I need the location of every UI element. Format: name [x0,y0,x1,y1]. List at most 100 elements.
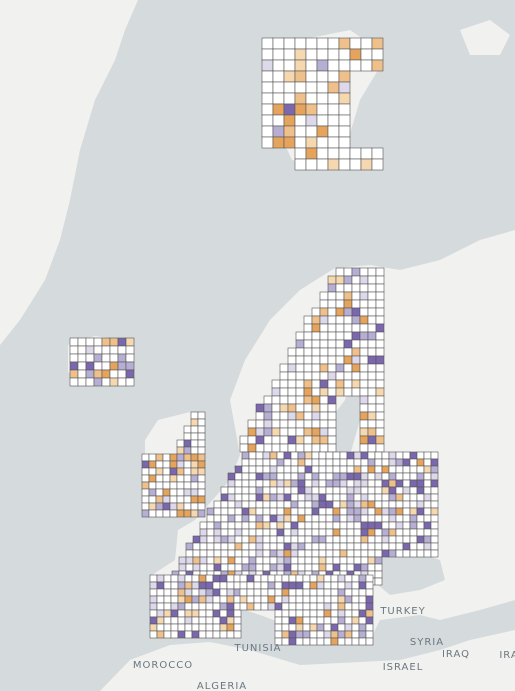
grid-cell [141,467,150,476]
grid-cell [371,59,384,72]
grid-cell [416,451,425,460]
grid-cell [305,81,318,94]
grid-cell [69,345,79,355]
grid-cell [269,486,278,495]
grid-cell [319,355,329,365]
grid-cell [297,528,306,537]
grid-cell [184,623,193,632]
grid-cell [303,387,313,397]
grid-cell [295,379,305,389]
grid-cell [365,630,374,639]
grid-cell [338,37,351,50]
grid-cell [358,637,367,646]
grid-cell [156,616,165,625]
grid-cell [359,315,369,325]
grid-cell [305,114,318,127]
grid-cell [234,507,243,516]
grid-cell [295,363,305,373]
grid-cell [226,616,235,625]
grid-cell [190,432,199,441]
grid-cell [279,371,289,381]
grid-cell [316,59,329,72]
grid-cell [276,563,285,572]
grid-cell [283,103,296,116]
grid-cell [297,563,306,572]
grid-cell [359,339,369,349]
grid-cell [351,323,361,333]
grid-cell [206,528,215,537]
grid-cell [303,395,313,405]
grid-cell [226,574,235,583]
grid-cell [305,92,318,105]
grid-cell [69,361,79,371]
grid-cell [261,136,274,149]
grid-cell [303,339,313,349]
grid-cell [241,528,250,537]
grid-cell [344,574,353,583]
grid-cell [337,609,346,618]
grid-cell [93,345,103,355]
grid-cell [283,535,292,544]
grid-cell [199,542,208,551]
grid-cell [117,361,127,371]
grid-cell [316,602,325,611]
grid-cell [374,535,383,544]
grid-cell [335,299,345,309]
grid-cell [148,488,157,497]
grid-cell [346,542,355,551]
grid-cell [316,147,329,160]
grid-cell [261,92,274,105]
grid-cell [290,521,299,530]
grid-cell [335,291,345,301]
grid-cell [294,70,307,83]
grid-cell [141,509,150,518]
grid-cell [395,451,404,460]
grid-cell [402,486,411,495]
grid-cell [367,521,376,530]
grid-cell [290,486,299,495]
grid-cell [338,81,351,94]
grid-cell [375,339,385,349]
grid-cell [327,291,337,301]
grid-cell [316,595,325,604]
grid-cell [248,507,257,516]
grid-cell [213,500,222,509]
grid-cell [365,637,374,646]
grid-cell [170,609,179,618]
grid-cell [241,472,250,481]
grid-cell [197,509,206,518]
grid-cell [365,616,374,625]
grid-cell [155,488,164,497]
grid-cell [367,371,377,381]
grid-cell [176,488,185,497]
grid-cell [212,574,221,583]
grid-cell [295,616,304,625]
grid-cell [69,369,79,379]
grid-cell [279,363,289,373]
grid-cell [327,70,340,83]
grid-cell [85,345,95,355]
grid-cell [367,486,376,495]
grid-cell [375,435,385,445]
grid-cell [246,602,255,611]
grid-cell [226,588,235,597]
grid-cell [170,574,179,583]
grid-cell [359,283,369,293]
grid-cell [109,369,119,379]
grid-cell [190,453,199,462]
grid-cell [346,549,355,558]
grid-cell [253,581,262,590]
grid-cell [388,528,397,537]
grid-cell [170,616,179,625]
grid-cell [318,451,327,460]
grid-cell [323,637,332,646]
grid-cell [343,339,353,349]
grid-cell [359,395,369,405]
grid-cell [318,549,327,558]
grid-cell [311,427,321,437]
grid-cell [349,37,362,50]
grid-cell [162,495,171,504]
grid-cell [263,443,273,453]
grid-cell [319,371,329,381]
grid-cell [346,563,355,572]
